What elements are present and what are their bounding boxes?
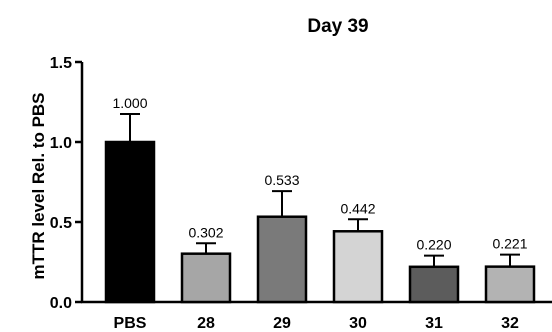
bar-PBS <box>104 140 156 304</box>
y-tick-label: 0.5 <box>50 215 72 232</box>
x-tick-label: 32 <box>501 315 519 332</box>
x-tick-label: PBS <box>114 315 147 332</box>
data-label: 0.302 <box>188 224 223 240</box>
data-label: 0.220 <box>416 237 451 253</box>
y-axis-label: mTTR level Rel. to PBS <box>29 92 48 279</box>
x-tick-label: 30 <box>349 315 367 332</box>
bar-28 <box>180 252 232 304</box>
bar-32 <box>484 265 536 304</box>
y-tick-label: 1.0 <box>50 135 72 152</box>
chart-title: Day 39 <box>307 16 368 37</box>
bar-30 <box>332 230 384 304</box>
data-label: 0.442 <box>340 200 375 216</box>
bar-31 <box>408 265 460 304</box>
x-tick-label: 28 <box>197 315 215 332</box>
data-label: 0.533 <box>264 172 299 188</box>
data-label: 0.221 <box>492 236 527 252</box>
x-tick-label: 31 <box>425 315 443 332</box>
plot-area: 0.0 0.5 1.0 1.5 1.000 PBS 0.302 28 0.533 29 0.442 3… <box>50 55 552 332</box>
bar-29 <box>256 215 308 304</box>
x-tick-label: 29 <box>273 315 291 332</box>
y-tick-label: 0.0 <box>50 295 72 312</box>
data-label: 1.000 <box>112 95 147 111</box>
y-tick-label: 1.5 <box>50 55 72 72</box>
